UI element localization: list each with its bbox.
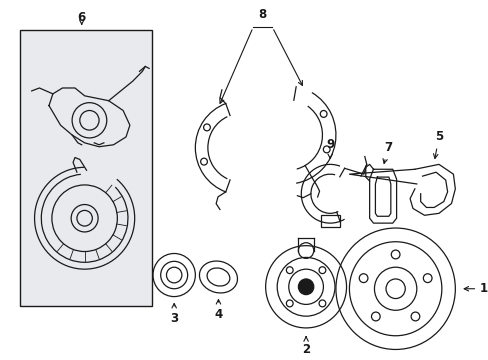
Text: 3: 3 [170, 303, 178, 325]
Text: 8: 8 [258, 8, 266, 21]
Text: 9: 9 [325, 138, 334, 158]
Text: 6: 6 [78, 11, 86, 24]
Text: 7: 7 [382, 141, 391, 163]
Text: 2: 2 [302, 337, 309, 356]
Text: 1: 1 [463, 282, 488, 295]
Text: 5: 5 [433, 130, 442, 158]
Text: 4: 4 [214, 300, 222, 321]
Bar [20, 30, 152, 306]
Circle shape [298, 279, 313, 294]
Bar [320, 215, 339, 227]
